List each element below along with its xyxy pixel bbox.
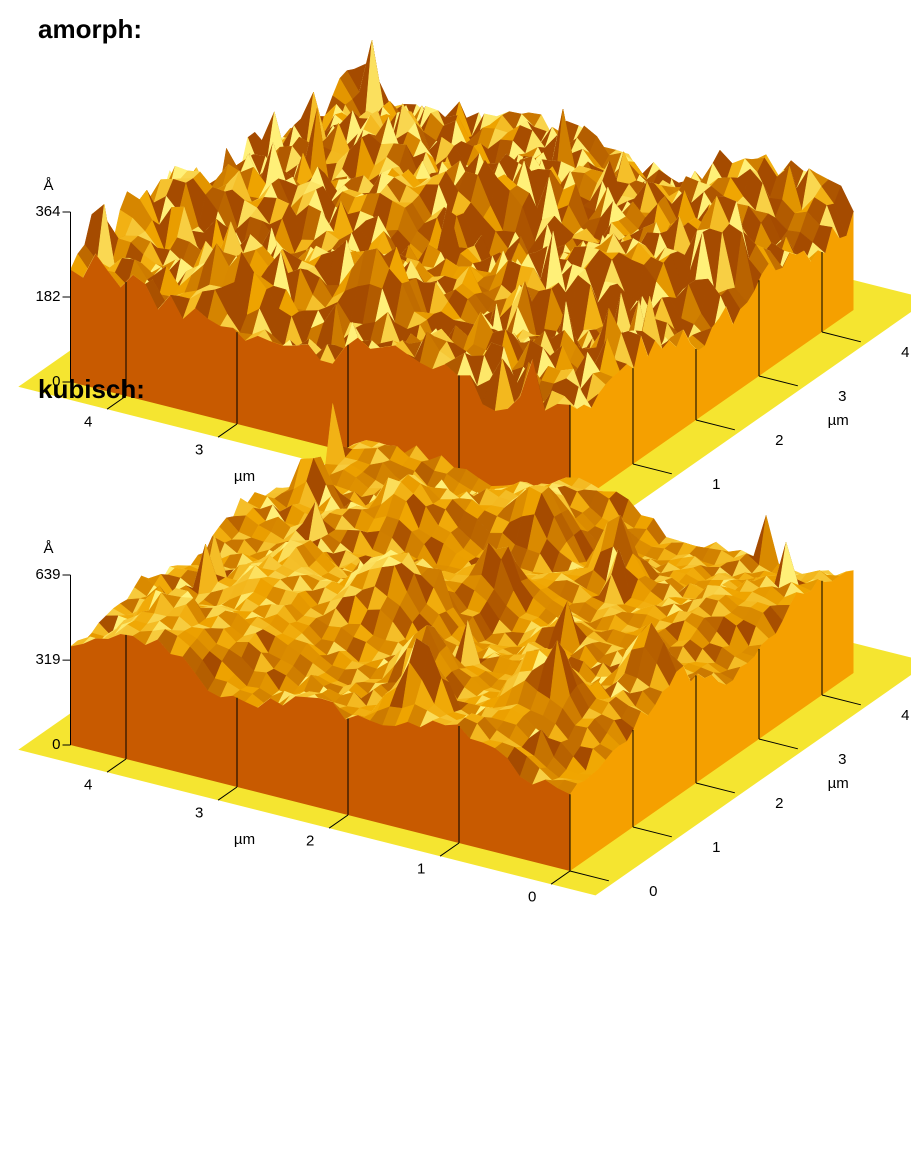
z-tick-label: 0 (52, 373, 60, 390)
y-tick-label: 0 (649, 883, 657, 900)
side-wall (570, 211, 854, 508)
x-tick (106, 395, 127, 410)
x-tick-label: 3 (195, 441, 203, 458)
side-wall (570, 570, 854, 871)
y-tick-label: 4 (901, 344, 909, 361)
front-wall (70, 634, 570, 871)
z-axis-label: Å (43, 540, 53, 557)
x-tick (439, 842, 460, 857)
y-tick-label: 4 (901, 707, 909, 724)
y-tick (632, 463, 672, 475)
z-axis-label: Å (43, 177, 53, 194)
x-tick (328, 814, 349, 829)
surface-panel: amorph:01234µm01234µm0182364Å (18, 14, 911, 542)
y-axis-label: µm (828, 775, 849, 792)
x-tick-label: 3 (195, 804, 203, 821)
y-tick (695, 419, 735, 431)
y-tick (632, 826, 672, 838)
y-tick (758, 738, 798, 750)
z-tick-label: 639 (35, 566, 60, 583)
y-tick-label: 2 (775, 432, 783, 449)
z-tick-label: 364 (35, 203, 60, 220)
y-tick (695, 782, 735, 794)
y-tick (821, 694, 861, 706)
y-tick (821, 331, 861, 343)
z-tick-label: 319 (35, 651, 60, 668)
panel-title: kubisch: (38, 374, 145, 404)
x-axis-label: µm (234, 468, 255, 485)
x-tick-label: 4 (84, 413, 92, 430)
surface-cell (758, 515, 779, 573)
y-tick-label: 3 (838, 751, 846, 768)
y-tick-label: 2 (775, 795, 783, 812)
y-tick-label: 3 (838, 388, 846, 405)
y-tick (569, 870, 609, 882)
z-tick-label: 0 (52, 736, 60, 753)
x-tick (217, 786, 238, 801)
z-tick-label: 182 (35, 288, 60, 305)
panel-title: amorph: (38, 14, 142, 44)
x-tick-label: 1 (417, 860, 425, 877)
y-tick-label: 1 (712, 839, 720, 856)
surface-texture (70, 40, 854, 417)
x-tick-label: 4 (84, 776, 92, 793)
x-tick (550, 870, 571, 885)
x-tick-label: 2 (306, 832, 314, 849)
y-tick-label: 1 (712, 476, 720, 493)
y-axis-label: µm (828, 412, 849, 429)
x-tick-label: 0 (528, 888, 536, 905)
front-wall (70, 253, 570, 508)
x-tick (106, 758, 127, 773)
x-axis-label: µm (234, 831, 255, 848)
y-tick (758, 375, 798, 387)
x-tick (217, 423, 238, 438)
